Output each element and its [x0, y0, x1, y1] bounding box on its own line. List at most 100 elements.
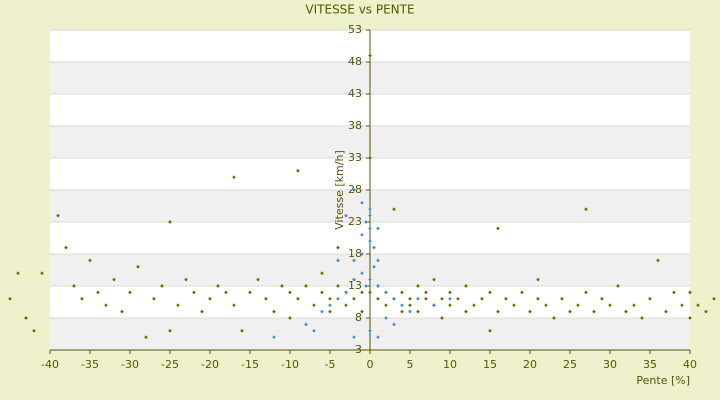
point: [152, 296, 156, 301]
point: [464, 309, 468, 314]
point: [392, 296, 396, 301]
point: [272, 335, 276, 340]
point: [336, 284, 340, 288]
y-tick-label: 48: [348, 55, 362, 68]
point: [680, 303, 684, 308]
point: [408, 309, 412, 314]
point: [312, 328, 316, 333]
point: [144, 335, 148, 340]
point: [240, 328, 244, 333]
point: [368, 226, 372, 231]
point: [400, 303, 404, 308]
point: [440, 316, 444, 320]
point: [360, 271, 364, 276]
point: [232, 303, 236, 308]
point: [464, 284, 468, 288]
point: [496, 309, 500, 314]
point: [608, 303, 612, 308]
chart-title: VITESSE vs PENTE: [305, 3, 414, 17]
y-tick-label: 33: [348, 151, 362, 164]
point: [352, 277, 356, 282]
point: [376, 284, 380, 288]
point: [616, 284, 620, 288]
point: [16, 271, 20, 276]
point: [372, 264, 376, 269]
y-tick-label: 18: [348, 247, 362, 260]
point: [416, 309, 420, 314]
point: [520, 290, 524, 295]
point: [448, 296, 452, 301]
point: [364, 220, 368, 224]
point: [584, 290, 588, 295]
point: [372, 245, 376, 250]
point: [496, 226, 500, 231]
point: [456, 296, 460, 301]
point: [400, 290, 404, 295]
point: [192, 290, 196, 295]
x-tick-label: -25: [161, 358, 179, 371]
point: [320, 271, 324, 276]
point: [368, 290, 372, 295]
point: [104, 303, 108, 308]
y-tick-label: 8: [355, 311, 362, 324]
point: [672, 290, 676, 295]
point: [432, 303, 436, 308]
point: [376, 226, 380, 231]
point: [376, 335, 380, 340]
point: [640, 316, 644, 320]
point: [544, 303, 548, 308]
point: [168, 328, 172, 333]
point: [168, 220, 172, 224]
point: [184, 277, 188, 282]
x-tick-label: 10: [443, 358, 457, 371]
point: [480, 296, 484, 301]
point: [344, 213, 348, 218]
point: [416, 296, 420, 301]
point: [384, 303, 388, 308]
x-tick-label: -30: [121, 358, 139, 371]
point: [352, 188, 356, 192]
point: [696, 303, 700, 308]
point: [320, 290, 324, 295]
point: [424, 296, 428, 301]
point: [424, 290, 428, 295]
point: [576, 303, 580, 308]
point: [536, 277, 540, 282]
x-tick-label: -35: [81, 358, 99, 371]
point: [200, 309, 204, 314]
point: [536, 296, 540, 301]
point: [208, 296, 212, 301]
point: [448, 303, 452, 308]
x-tick-label: 0: [367, 358, 374, 371]
point: [648, 296, 652, 301]
x-tick-label: -40: [41, 358, 59, 371]
point: [312, 303, 316, 308]
point: [360, 252, 364, 256]
x-tick-label: 35: [643, 358, 657, 371]
point: [136, 264, 140, 269]
y-axis-title: Vitesse [km/h]: [333, 150, 346, 230]
point: [632, 303, 636, 308]
point: [336, 296, 340, 301]
point: [64, 245, 68, 250]
y-tick-label: 23: [348, 215, 362, 228]
point: [328, 303, 332, 308]
point: [488, 328, 492, 333]
point: [56, 213, 60, 218]
point: [408, 296, 412, 301]
point: [336, 245, 340, 250]
y-tick-label: 38: [348, 119, 362, 132]
point: [552, 316, 556, 320]
x-tick-label: 25: [563, 358, 577, 371]
point: [440, 296, 444, 301]
point: [600, 296, 604, 301]
point: [392, 322, 396, 327]
point: [248, 290, 252, 295]
point: [360, 200, 364, 205]
point: [216, 284, 220, 288]
point: [288, 316, 292, 320]
point: [448, 290, 452, 295]
point: [368, 239, 372, 244]
point: [320, 309, 324, 314]
